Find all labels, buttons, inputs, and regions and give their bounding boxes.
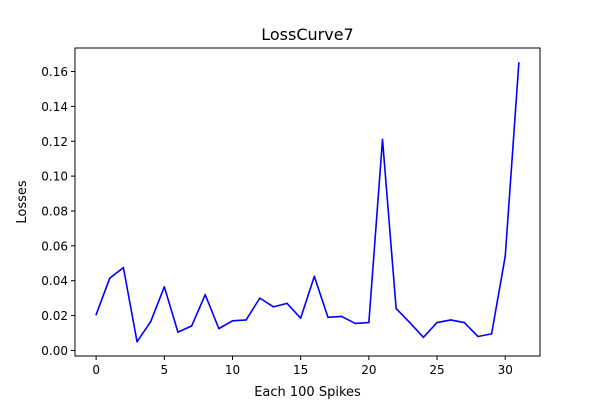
loss-data-point [354, 322, 357, 325]
loss-data-point [299, 317, 302, 319]
loss-data-point [204, 293, 207, 296]
loss-data-point [408, 321, 411, 324]
plot-area [95, 62, 520, 343]
loss-data-point [518, 62, 520, 64]
y-tick-label: 0.10 [41, 170, 68, 184]
y-tick-label: 0.08 [41, 204, 68, 218]
loss-data-point [258, 297, 261, 299]
y-tick-label: 0.02 [41, 309, 68, 323]
y-tick-label: 0.04 [41, 274, 68, 288]
loss-data-point [95, 313, 97, 316]
y-axis-ticks: 0.00 0.02 0.04 0.06 0.08 0.10 0.12 0.14 0.16 [41, 65, 75, 358]
loss-data-point [490, 333, 493, 335]
x-tick-label: 25 [429, 363, 444, 377]
loss-data-point [286, 302, 288, 305]
loss-data-point [477, 335, 479, 338]
loss-data-point [449, 319, 452, 321]
y-tick-label: 0.00 [41, 344, 68, 358]
loss-data-point [340, 315, 343, 318]
plot-frame [74, 47, 541, 357]
loss-data-point [149, 320, 152, 323]
x-tick-label: 20 [361, 363, 376, 377]
y-tick-label: 0.12 [41, 135, 68, 149]
x-axis-ticks: 0 5 10 15 20 25 30 [92, 356, 513, 377]
loss-data-point [327, 316, 329, 319]
loss-data-point [108, 277, 111, 279]
loss-data-point [163, 286, 166, 288]
loss-data-point [177, 331, 179, 333]
loss-data-point [272, 306, 275, 308]
x-tick-label: 10 [225, 363, 240, 377]
loss-data-point [218, 327, 220, 330]
loss-data-point [436, 321, 438, 324]
x-tick-label: 0 [92, 363, 100, 377]
y-axis-label: Losses [15, 180, 30, 224]
loss-data-point [313, 275, 316, 278]
chart-title: LossCurve7 [261, 25, 353, 44]
loss-data-point [122, 266, 125, 269]
loss-data-point [136, 340, 138, 343]
loss-series-line [95, 62, 520, 343]
loss-data-point [463, 321, 466, 324]
x-tick-label: 15 [293, 363, 308, 377]
loss-data-point [231, 319, 234, 322]
x-axis-label: Each 100 Spikes [254, 385, 361, 400]
x-tick-label: 5 [160, 363, 168, 377]
x-tick-label: 30 [498, 363, 513, 377]
loss-data-point [504, 255, 507, 258]
loss-data-point [190, 325, 193, 327]
loss-data-point [245, 319, 247, 321]
y-tick-label: 0.06 [41, 239, 68, 253]
y-tick-label: 0.16 [41, 65, 68, 79]
loss-data-point [395, 307, 397, 310]
loss-data-point [381, 138, 384, 141]
loss-data-point [422, 336, 425, 339]
y-tick-label: 0.14 [41, 100, 68, 114]
loss-data-point [368, 321, 370, 324]
